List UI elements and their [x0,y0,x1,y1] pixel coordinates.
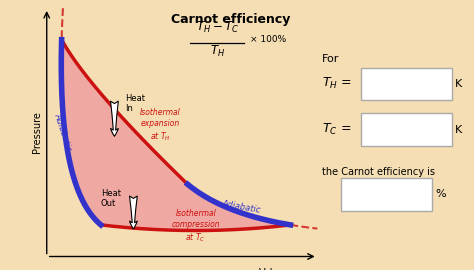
Text: $T_H$ =: $T_H$ = [322,76,352,91]
Text: Adiabatic: Adiabatic [53,112,73,152]
Text: Isothermal
expansion
at T$_H$: Isothermal expansion at T$_H$ [140,108,181,143]
Text: Volume: Volume [259,268,295,270]
Polygon shape [61,40,291,231]
Text: × 100%: × 100% [250,35,286,44]
Bar [361,68,452,100]
Bar [361,113,452,146]
Text: %: % [435,189,446,200]
Text: the Carnot efficiency is: the Carnot efficiency is [322,167,435,177]
Text: Heat
In: Heat In [125,94,145,113]
Text: For: For [322,54,340,64]
Text: K: K [455,124,463,135]
Text: Heat
Out: Heat Out [101,189,121,208]
Text: Carnot efficiency: Carnot efficiency [171,13,291,26]
Text: Adiabatic: Adiabatic [221,199,262,215]
Text: $T_C$ =: $T_C$ = [322,122,352,137]
Text: K: K [455,79,463,89]
Text: Pressure: Pressure [32,111,42,153]
Text: $T_H - T_C$: $T_H - T_C$ [196,20,239,35]
Bar [341,178,432,211]
Text: Isothermal
compression
at T$_C$: Isothermal compression at T$_C$ [172,209,220,244]
Text: $T_H$: $T_H$ [210,44,225,59]
